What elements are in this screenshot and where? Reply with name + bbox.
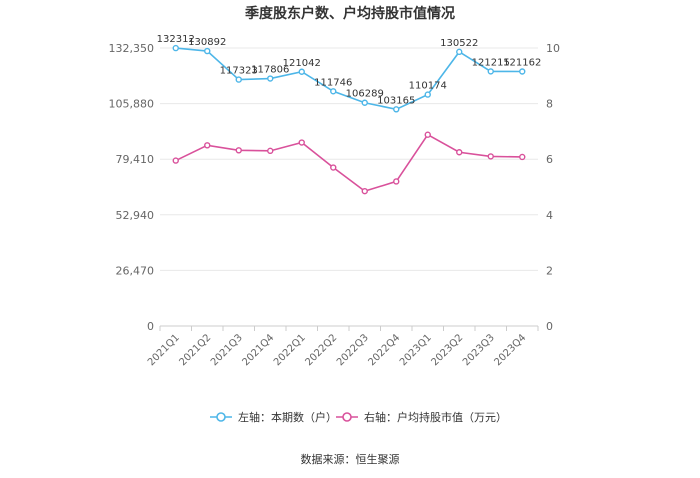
source-note: 数据来源：恒生聚源 [301,452,400,466]
data-point-holders[interactable] [267,75,274,82]
data-label: 117806 [251,65,289,76]
data-point-holders[interactable] [298,68,305,75]
series-line-market-value [175,133,523,193]
x-axis-tick-label: 2022Q4 [367,332,403,368]
data-label: 110174 [409,81,447,92]
data-point-holders[interactable] [235,76,242,83]
data-point-holders[interactable] [519,68,526,75]
data-point-market-value[interactable] [487,153,494,160]
data-point-holders[interactable] [361,99,368,106]
data-point-holders[interactable] [487,68,494,75]
x-axis-tick-label: 2023Q4 [493,332,529,368]
left-axis-tick-label: 105,880 [109,98,155,111]
series-line-holders [175,47,523,111]
data-point-market-value[interactable] [204,142,211,149]
data-label: 130892 [188,37,226,48]
data-label: 103165 [377,95,415,106]
x-axis-tick-label: 2021Q1 [146,332,182,368]
data-point-holders[interactable] [393,106,400,113]
data-label: 132312 [157,34,195,45]
data-point-holders[interactable] [204,47,211,55]
data-point-market-value[interactable] [361,187,368,195]
left-axis: 0 26,470 52,940 79,410 105,880 132,350 [109,42,155,333]
x-axis-tick-label: 2021Q3 [209,332,245,368]
data-point-market-value[interactable] [298,139,305,146]
left-axis-tick-label: 52,940 [116,209,155,222]
data-label: 117323 [220,66,258,77]
left-axis-tick-label: 0 [147,320,154,333]
data-point-market-value[interactable] [456,149,463,156]
x-axis-tick-label: 2021Q4 [241,332,277,368]
legend-marker[interactable] [216,412,226,422]
right-axis-tick-label: 10 [546,42,560,55]
data-point-market-value[interactable] [424,131,431,138]
data-point-market-value[interactable] [519,153,526,161]
data-label: 121042 [283,58,321,69]
data-point-holders[interactable] [172,44,179,52]
data-point-market-value[interactable] [393,178,400,185]
data-point-market-value[interactable] [172,157,179,164]
data-point-market-value[interactable] [267,147,274,155]
left-axis-tick-label: 79,410 [116,153,155,166]
legend-label[interactable]: 左轴：本期数（户） [238,410,337,424]
right-axis-tick-label: 4 [546,209,553,222]
chart-title: 季度股东户数、户均持股市值情况 [244,5,455,22]
right-axis-tick-label: 2 [546,264,553,277]
x-axis-tick-label: 2022Q3 [335,332,371,368]
left-axis-tick-label: 26,470 [116,264,155,277]
x-axis-tick-label: 2022Q2 [304,332,340,368]
data-label: 130522 [440,38,478,49]
x-axis-tick-label: 2023Q1 [398,332,434,368]
legend-marker[interactable] [342,412,352,422]
right-axis: 0 2 4 6 8 10 [546,42,560,333]
data-label: 111746 [314,77,352,88]
data-point-holders[interactable] [424,91,431,98]
right-axis-tick-label: 0 [546,320,553,333]
data-label: 121162 [503,58,541,69]
x-axis-tick-label: 2023Q2 [430,332,466,368]
x-axis: 2021Q12021Q22021Q32021Q42022Q12022Q22022… [146,326,539,368]
legend-label[interactable]: 右轴：户均持股市值（万元） [364,410,507,424]
data-point-market-value[interactable] [330,164,337,171]
x-axis-tick-label: 2022Q1 [272,332,308,368]
data-point-holders[interactable] [456,48,463,56]
data-label: 121215 [472,57,510,68]
data-label: 106289 [346,89,384,100]
legend[interactable]: 左轴：本期数（户） 右轴：户均持股市值（万元） [210,410,507,424]
right-axis-tick-label: 6 [546,153,553,166]
right-axis-tick-label: 8 [546,98,553,111]
x-axis-tick-label: 2021Q2 [178,332,214,368]
x-axis-tick-label: 2023Q3 [461,332,497,368]
data-point-market-value[interactable] [235,147,242,154]
data-point-holders[interactable] [330,88,337,95]
left-axis-tick-label: 132,350 [109,42,155,55]
